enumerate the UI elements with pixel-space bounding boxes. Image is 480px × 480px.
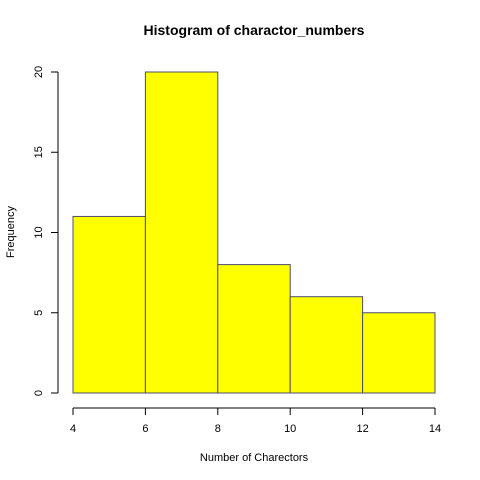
x-tick-label: 6 [142, 423, 148, 435]
y-tick-label: 20 [33, 66, 45, 78]
x-tick-label: 14 [429, 423, 441, 435]
histogram-bar [144, 71, 219, 394]
x-tick-label: 10 [284, 423, 296, 435]
y-axis: 0 5 10 15 20 [33, 66, 59, 396]
y-tick-label: 15 [33, 146, 45, 158]
bars-group [72, 71, 436, 394]
y-tick-label: 5 [33, 310, 45, 316]
x-tick-label: 8 [215, 423, 221, 435]
chart-title: Histogram of charactor_numbers [144, 22, 365, 38]
histogram-bar [72, 215, 146, 394]
x-tick-label: 12 [356, 423, 368, 435]
histogram-bar [362, 312, 436, 394]
y-axis-label: Frequency [5, 206, 17, 258]
x-tick-label: 4 [70, 423, 76, 435]
y-tick-label: 10 [33, 226, 45, 238]
x-axis: 4 6 8 10 12 14 [70, 407, 441, 435]
y-tick-label: 0 [33, 390, 45, 396]
histogram-bar [289, 296, 364, 394]
x-axis-label: Number of Charectors [200, 452, 309, 464]
histogram-bar [217, 264, 291, 394]
